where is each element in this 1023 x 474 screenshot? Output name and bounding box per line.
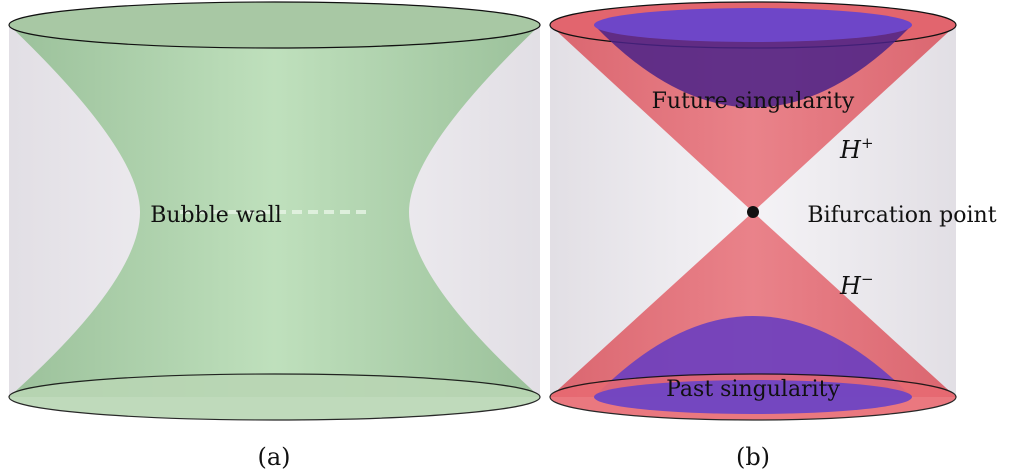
past-singularity-label: Past singularity xyxy=(666,377,840,402)
bifurcation-point-marker xyxy=(747,206,759,218)
past-singularity-cap xyxy=(594,380,912,414)
future-singularity-surface xyxy=(594,25,912,108)
bifurcation-point-label: Bifurcation point xyxy=(807,203,996,228)
past-horizon-label: H− xyxy=(839,270,874,300)
bottom-cap-a xyxy=(8,373,541,421)
panel-a: Bubble wall (a) xyxy=(8,1,541,471)
panel-b: Future singularity Past singularity Bifu… xyxy=(549,1,997,471)
bubble-wall-surface xyxy=(9,25,540,397)
caption-a: (a) xyxy=(257,443,290,471)
bubble-wall-label: Bubble wall xyxy=(150,203,282,228)
caption-b: (b) xyxy=(736,443,770,471)
future-horizon-label: H+ xyxy=(839,134,874,164)
future-singularity-cap xyxy=(594,8,912,42)
future-singularity-label: Future singularity xyxy=(652,89,855,114)
top-cap-a xyxy=(8,1,541,49)
